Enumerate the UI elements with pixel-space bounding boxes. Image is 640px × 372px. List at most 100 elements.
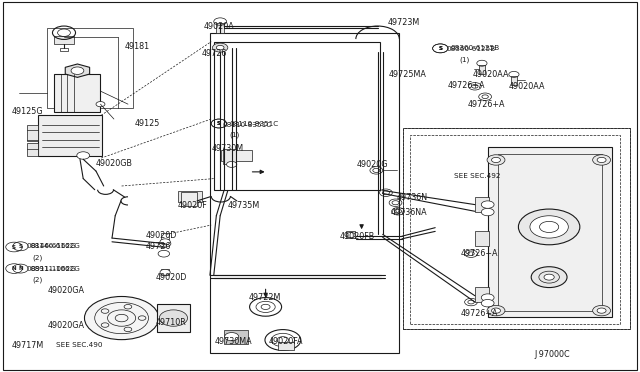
Text: 49726+A: 49726+A (467, 100, 505, 109)
Text: 08360-6125B: 08360-6125B (451, 45, 500, 51)
Text: 49020D: 49020D (146, 231, 177, 240)
Text: 49020GA: 49020GA (48, 321, 85, 330)
Text: (1): (1) (229, 131, 239, 138)
Circle shape (481, 201, 494, 208)
Text: 49181: 49181 (125, 42, 150, 51)
Text: 08911-1062G: 08911-1062G (31, 266, 81, 272)
Text: (1): (1) (460, 56, 470, 63)
Text: 49125G: 49125G (12, 107, 43, 116)
Text: N: N (18, 266, 23, 271)
Text: 49736N: 49736N (397, 193, 428, 202)
Text: 49710R: 49710R (156, 318, 186, 327)
Text: 49735M: 49735M (227, 201, 259, 210)
Bar (488, 147, 612, 317)
Bar (403, 128, 630, 329)
Circle shape (84, 296, 159, 340)
Bar (54, 36, 74, 44)
Bar (278, 342, 294, 350)
Bar (157, 304, 190, 332)
Circle shape (487, 305, 505, 316)
Text: SEE SEC.492: SEE SEC.492 (454, 173, 501, 179)
Bar (210, 33, 399, 353)
Bar (410, 135, 620, 324)
Text: 08146-6162G: 08146-6162G (27, 243, 77, 249)
Bar (178, 191, 202, 202)
Text: 08110-8351C: 08110-8351C (223, 122, 272, 128)
Bar (47, 28, 133, 108)
Bar (475, 197, 489, 212)
Circle shape (492, 308, 500, 313)
Text: 49722M: 49722M (248, 293, 281, 302)
Bar (221, 150, 252, 161)
Circle shape (468, 252, 474, 256)
Circle shape (71, 67, 84, 74)
Bar (38, 115, 102, 156)
Circle shape (160, 269, 170, 275)
Circle shape (346, 232, 355, 238)
Text: 49730M: 49730M (211, 144, 243, 153)
Bar (346, 231, 355, 238)
Text: 49020FB: 49020FB (339, 232, 374, 241)
Circle shape (216, 45, 224, 50)
Circle shape (492, 157, 500, 163)
Bar (224, 330, 248, 344)
Circle shape (481, 299, 494, 307)
Bar (181, 192, 197, 206)
Circle shape (160, 239, 170, 245)
Text: 49020F: 49020F (178, 201, 207, 210)
Bar (214, 42, 380, 190)
Bar (403, 128, 630, 329)
Circle shape (593, 305, 611, 316)
Text: S: S (217, 121, 221, 126)
Text: 49726: 49726 (202, 49, 227, 58)
Circle shape (77, 152, 90, 159)
Text: (2): (2) (32, 276, 42, 283)
Circle shape (530, 216, 568, 238)
Circle shape (544, 274, 554, 280)
Bar (475, 287, 489, 302)
Text: 49020GA: 49020GA (48, 286, 85, 295)
Circle shape (468, 300, 474, 304)
Text: 49020AA: 49020AA (509, 82, 545, 91)
Text: 49020A: 49020A (204, 22, 234, 31)
Text: 49020FA: 49020FA (269, 337, 303, 346)
Text: 49020G: 49020G (357, 160, 388, 169)
Bar (54, 74, 100, 112)
Text: S: S (217, 121, 221, 126)
Bar (161, 232, 169, 239)
Circle shape (481, 294, 494, 301)
Polygon shape (65, 64, 90, 77)
Text: 49726: 49726 (146, 242, 172, 251)
Text: 49726+A: 49726+A (461, 309, 499, 318)
Text: 49717M: 49717M (12, 341, 44, 350)
Text: 49020GB: 49020GB (96, 159, 133, 168)
Circle shape (212, 43, 228, 52)
Text: 49736NA: 49736NA (390, 208, 427, 217)
Text: J 97000C: J 97000C (534, 350, 570, 359)
Text: S: S (438, 46, 442, 51)
Circle shape (261, 304, 270, 310)
Circle shape (472, 84, 478, 88)
Circle shape (597, 308, 606, 313)
Circle shape (481, 208, 494, 216)
Text: 49125: 49125 (134, 119, 160, 128)
Bar (60, 48, 68, 51)
Bar (498, 154, 602, 311)
Circle shape (593, 155, 611, 165)
Text: 49726+A: 49726+A (461, 249, 499, 258)
Circle shape (531, 267, 567, 288)
Text: S: S (19, 244, 22, 249)
Text: 49725MA: 49725MA (389, 70, 427, 79)
Bar (479, 65, 485, 74)
Bar (511, 76, 517, 85)
Text: 49726+A: 49726+A (448, 81, 486, 90)
Bar (475, 231, 489, 246)
Text: 49723M: 49723M (387, 18, 419, 27)
Bar (27, 125, 38, 141)
Text: 08360-6125B: 08360-6125B (447, 46, 496, 52)
Bar (223, 149, 236, 164)
Text: SEE SEC.490: SEE SEC.490 (56, 342, 103, 348)
Text: 08146-6162G: 08146-6162G (31, 243, 81, 249)
Circle shape (96, 102, 105, 107)
Circle shape (159, 310, 188, 326)
